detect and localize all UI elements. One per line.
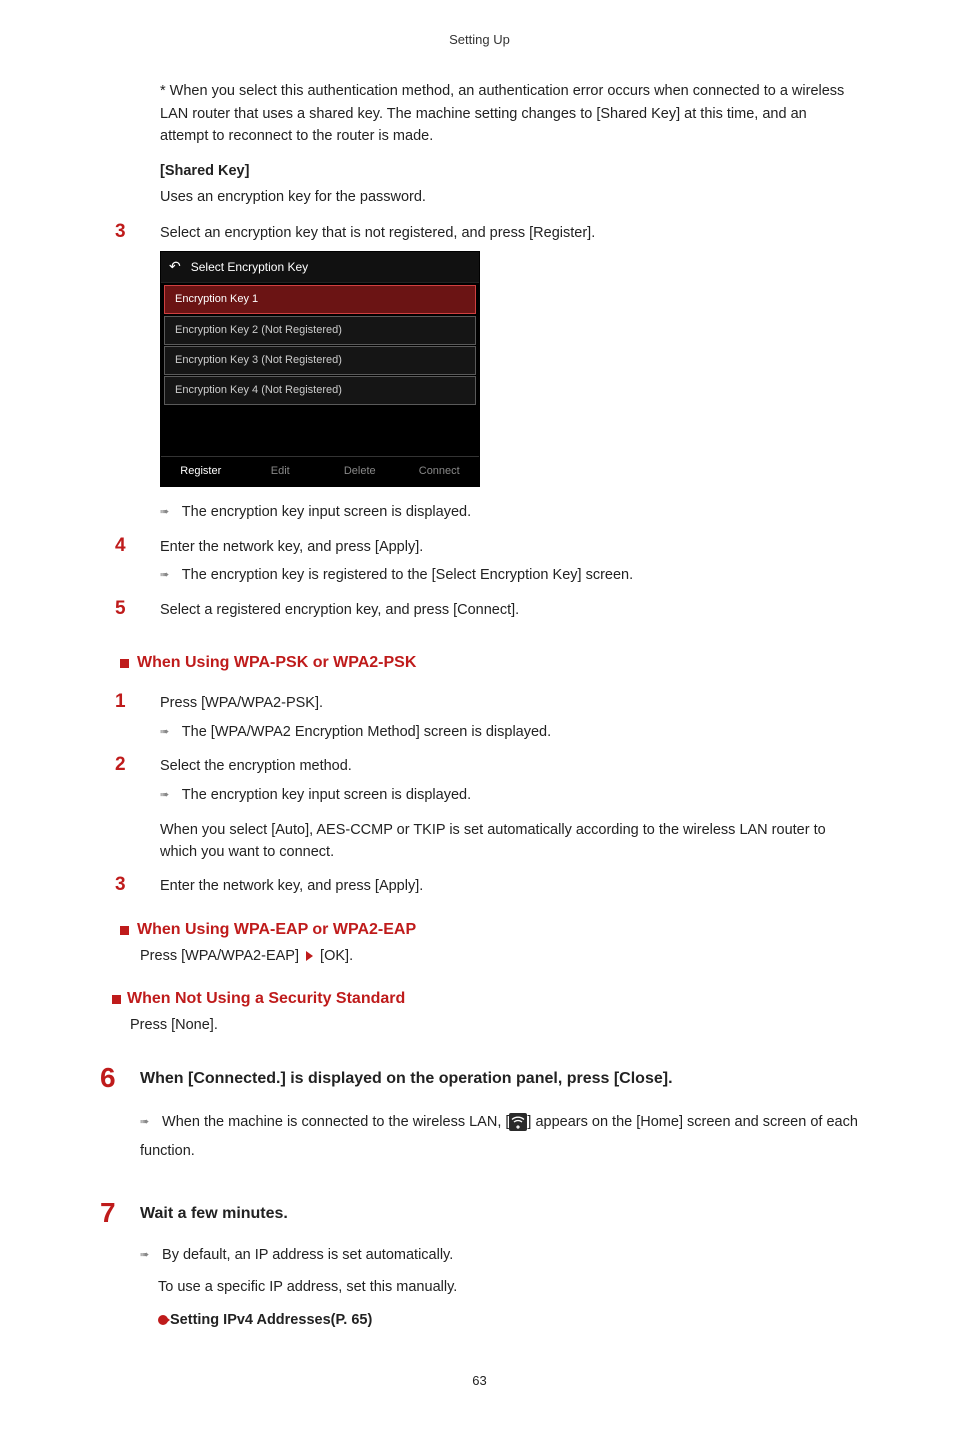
ui-row: Encryption Key 3 (Not Registered) [164, 346, 476, 375]
wpa-psk-heading: When Using WPA-PSK or WPA2-PSK [120, 651, 859, 676]
result-text: The encryption key input screen is displ… [182, 787, 471, 803]
wpa-step2-note: When you select [Auto], AES-CCMP or TKIP… [160, 819, 859, 864]
big7-result-text: By default, an IP address is set automat… [162, 1247, 453, 1263]
wpa-step-2: 2 Select the encryption method. [100, 753, 859, 778]
step-number: 4 [115, 534, 160, 559]
result-arrow-icon [160, 504, 178, 521]
page-body: Setting Up * When you select this authen… [0, 0, 954, 1431]
link-bullet-icon [158, 1315, 168, 1325]
wep-step-4: 4 Enter the network key, and press [Appl… [100, 534, 859, 559]
section-title: When Not Using a Security Standard [127, 987, 405, 1012]
step-number: 2 [115, 753, 160, 778]
step-number: 1 [115, 690, 160, 715]
ui-titlebar: ↶ Select Encryption Key [161, 252, 479, 283]
ui-delete-button: Delete [320, 456, 400, 486]
step-number: 5 [115, 597, 160, 622]
no-security-heading: When Not Using a Security Standard [112, 987, 859, 1012]
wep-step4-result: The encryption key is registered to the … [160, 564, 859, 586]
result-arrow-icon [160, 724, 178, 741]
result-arrow-icon [140, 1111, 158, 1133]
ui-row: Encryption Key 2 (Not Registered) [164, 316, 476, 345]
wpa-step-3: 3 Enter the network key, and press [Appl… [100, 873, 859, 898]
big-step-6: 6 When [Connected.] is displayed on the … [100, 1061, 859, 1095]
step-text: When [Connected.] is displayed on the op… [140, 1061, 859, 1092]
step-text: Select the encryption method. [160, 753, 859, 777]
wep-step3-result: The encryption key input screen is displ… [160, 501, 859, 523]
big7-note: To use a specific IP address, set this m… [158, 1276, 859, 1298]
wifi-icon [509, 1113, 527, 1131]
wpa-eap-text-b: [OK]. [316, 948, 353, 964]
big6-result: When the machine is connected to the wir… [140, 1108, 859, 1166]
step-text: Select an encryption key that is not reg… [160, 220, 859, 244]
encryption-key-screenshot: ↶ Select Encryption Key Encryption Key 1… [160, 251, 480, 487]
back-icon: ↶ [169, 256, 181, 278]
link-text: Setting IPv4 Addresses(P. 65) [170, 1312, 372, 1328]
ui-button-bar: Register Edit Delete Connect [161, 456, 479, 486]
result-arrow-icon [140, 1247, 158, 1264]
ui-connect-button: Connect [400, 456, 480, 486]
ui-edit-button: Edit [241, 456, 321, 486]
wpa-step-1: 1 Press [WPA/WPA2-PSK]. [100, 690, 859, 715]
step-text: Select a registered encryption key, and … [160, 597, 859, 621]
step-text: Enter the network key, and press [Apply]… [160, 873, 859, 897]
section-title: When Using WPA-PSK or WPA2-PSK [137, 651, 416, 676]
wpa-step2-result: The encryption key input screen is displ… [160, 784, 859, 806]
wpa-eap-line: Press [WPA/WPA2-EAP] [OK]. [140, 945, 859, 967]
section-marker-icon [120, 926, 129, 935]
wpa-step1-result: The [WPA/WPA2 Encryption Method] screen … [160, 721, 859, 743]
step-text: Wait a few minutes. [140, 1196, 859, 1227]
step-text: Enter the network key, and press [Apply]… [160, 534, 859, 558]
star-note: * When you select this authentication me… [160, 80, 859, 147]
ui-register-button: Register [161, 456, 241, 486]
no-security-line: Press [None]. [130, 1014, 859, 1036]
step-number: 3 [115, 220, 160, 245]
shared-key-text: Uses an encryption key for the password. [160, 186, 859, 208]
ui-gap [161, 406, 479, 456]
step-text: Press [WPA/WPA2-PSK]. [160, 690, 859, 714]
result-text: The [WPA/WPA2 Encryption Method] screen … [182, 724, 551, 740]
triangle-icon [306, 951, 313, 961]
result-arrow-icon [160, 787, 178, 804]
wep-step-5: 5 Select a registered encryption key, an… [100, 597, 859, 622]
big-step-7: 7 Wait a few minutes. [100, 1196, 859, 1230]
page-number: 63 [100, 1371, 859, 1391]
big7-result: By default, an IP address is set automat… [140, 1244, 859, 1266]
wep-step-3: 3 Select an encryption key that is not r… [100, 220, 859, 245]
result-arrow-icon [160, 567, 178, 584]
shared-key-heading: [Shared Key] [160, 160, 859, 182]
big6-result-a: When the machine is connected to the wir… [162, 1114, 509, 1130]
ui-title: Select Encryption Key [191, 258, 308, 277]
section-marker-icon [120, 659, 129, 668]
ui-row-selected: Encryption Key 1 [164, 285, 476, 314]
step-number: 6 [100, 1061, 140, 1095]
step-number: 7 [100, 1196, 140, 1230]
wpa-eap-heading: When Using WPA-EAP or WPA2-EAP [120, 918, 859, 943]
ui-row: Encryption Key 4 (Not Registered) [164, 376, 476, 405]
chapter-title: Setting Up [100, 30, 859, 50]
section-marker-icon [112, 995, 121, 1004]
wpa-eap-text-a: Press [WPA/WPA2-EAP] [140, 948, 303, 964]
step-number: 3 [115, 873, 160, 898]
result-text: The encryption key input screen is displ… [182, 504, 471, 520]
ipv4-link[interactable]: Setting IPv4 Addresses(P. 65) [158, 1309, 859, 1331]
section-title: When Using WPA-EAP or WPA2-EAP [137, 918, 416, 943]
result-text: The encryption key is registered to the … [182, 567, 633, 583]
